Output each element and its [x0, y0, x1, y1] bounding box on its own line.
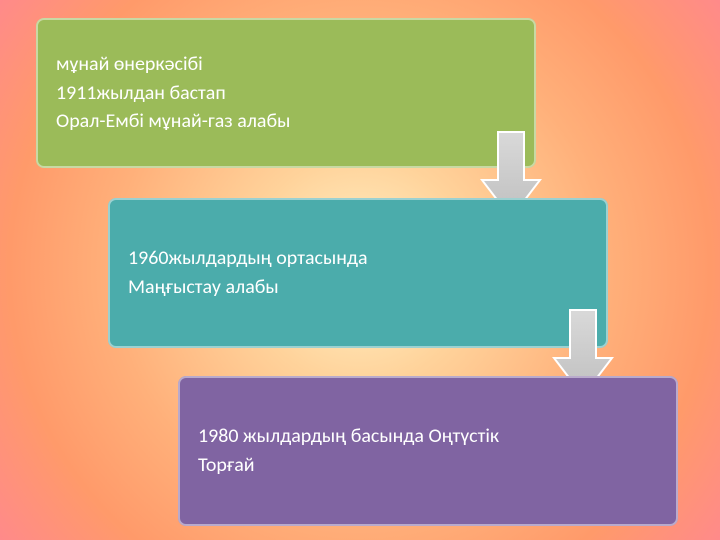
diagram-stage: мұнай өнеркәсібі 1911жылдан бастап Орал-…: [0, 0, 720, 540]
block-3-line-1: 1980 жылдардың басында Оңтүстік Торғай: [198, 422, 518, 480]
process-block-1: мұнай өнеркәсібі 1911жылдан бастап Орал-…: [36, 18, 536, 168]
process-block-2: 1960жылдардың ортасында Маңғыстау алабы: [108, 198, 608, 348]
block-2-line-1: 1960жылдардың ортасында Маңғыстау алабы: [128, 244, 448, 302]
block-1-line-1: мұнай өнеркәсібі: [56, 50, 516, 79]
block-1-line-2: 1911жылдан бастап: [56, 79, 516, 108]
process-block-3: 1980 жылдардың басында Оңтүстік Торғай: [178, 376, 678, 526]
block-1-line-3: Орал-Ембі мұнай-газ алабы: [56, 107, 516, 136]
